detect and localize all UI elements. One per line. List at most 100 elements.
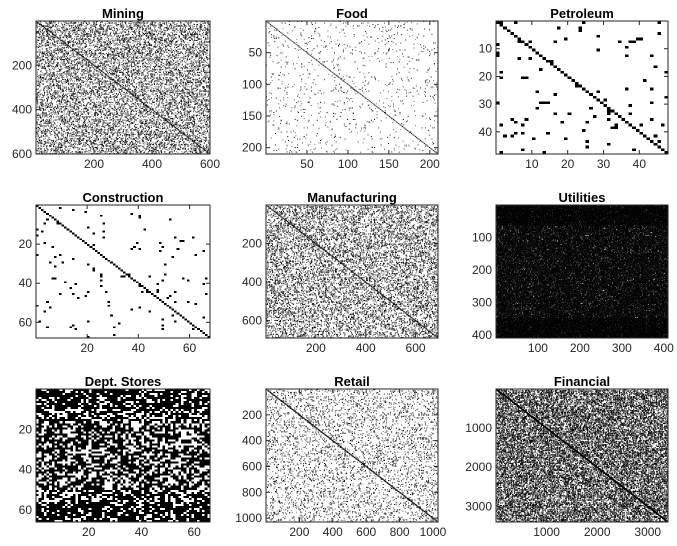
y-tick-label: 400	[242, 275, 262, 289]
y-tick-label: 20	[19, 237, 33, 251]
x-tick-label: 60	[188, 525, 202, 539]
x-tick-label: 200	[570, 341, 590, 355]
axes-box	[495, 20, 669, 155]
subplot-dept-stores: Dept. Stores 20 40 60 20 40 60	[19, 374, 211, 539]
x-tick-label: 600	[406, 341, 426, 355]
x-tick-label: 150	[379, 157, 399, 171]
x-tick-label: 50	[300, 157, 314, 171]
x-tick-label: 40	[132, 341, 146, 355]
x-tick-label: 3000	[634, 525, 661, 539]
y-tick-label: 100	[472, 230, 492, 244]
axes-box	[265, 204, 439, 339]
subplot-mining: Mining 200 400 600 200 400 600	[12, 6, 220, 171]
subplot-title: Utilities	[559, 190, 606, 205]
x-tick-label: 40	[135, 525, 149, 539]
y-tick-label: 50	[249, 46, 263, 60]
x-tick-label: 30	[597, 157, 611, 171]
y-tick-label: 800	[242, 485, 262, 499]
sparsity-pattern	[496, 205, 668, 338]
y-tick-label: 600	[12, 147, 32, 161]
subplot-title: Construction	[83, 190, 164, 205]
subplot-title: Financial	[554, 374, 610, 389]
x-tick-label: 600	[200, 157, 220, 171]
y-tick-label: 400	[12, 103, 32, 117]
y-tick-label: 200	[242, 408, 262, 422]
y-tick-label: 10	[479, 42, 493, 56]
x-tick-label: 2000	[584, 525, 611, 539]
sparsity-pattern	[36, 205, 210, 338]
axes-box	[495, 204, 669, 339]
x-tick-label: 200	[420, 157, 440, 171]
subplot-title: Petroleum	[550, 6, 614, 21]
axes-box	[35, 388, 211, 523]
subplot-title: Manufacturing	[307, 190, 397, 205]
axes-box	[35, 204, 211, 339]
subplot-petroleum: Petroleum 10 20 30 40 10 20 30 40	[479, 6, 669, 171]
x-tick-label: 60	[183, 341, 197, 355]
axes-box	[265, 388, 439, 523]
x-tick-label: 40	[633, 157, 647, 171]
axes-box	[265, 20, 439, 155]
sparsity-pattern	[266, 205, 438, 338]
y-tick-label: 600	[242, 314, 262, 328]
y-tick-label: 2000	[465, 460, 492, 474]
sparsity-pattern	[36, 389, 210, 522]
subplot-title: Food	[336, 6, 368, 21]
sparsity-pattern	[266, 389, 438, 522]
x-tick-label: 300	[612, 341, 632, 355]
subplot-utilities: Utilities 100 200 300 400 100 200 300 400	[472, 190, 674, 355]
x-tick-label: 100	[528, 341, 548, 355]
x-tick-label: 1000	[420, 525, 447, 539]
x-tick-label: 800	[390, 525, 410, 539]
y-tick-label: 400	[242, 434, 262, 448]
y-tick-label: 40	[19, 276, 33, 290]
y-tick-label: 300	[472, 295, 492, 309]
subplot-retail: Retail 200 400 600 800 1000 200 400 600 800 1000	[235, 374, 446, 539]
y-tick-label: 150	[242, 109, 262, 123]
y-tick-label: 200	[242, 237, 262, 251]
axes-box	[495, 388, 669, 523]
x-tick-label: 600	[356, 525, 376, 539]
x-tick-label: 400	[323, 525, 343, 539]
y-tick-label: 40	[19, 463, 33, 477]
subplot-food: Food 50 100 150 200 50 100 150 200	[242, 6, 440, 171]
subplot-title: Mining	[102, 6, 144, 21]
subplot-construction: Construction 20 40 60 20 40 60	[19, 190, 211, 355]
x-tick-label: 400	[142, 157, 162, 171]
x-tick-label: 20	[82, 525, 96, 539]
x-tick-label: 400	[356, 341, 376, 355]
x-tick-label: 1000	[533, 525, 560, 539]
subplot-title: Retail	[334, 374, 369, 389]
subplot-manufacturing: Manufacturing 200 400 600 200 400 600	[242, 190, 439, 355]
y-tick-label: 1000	[235, 511, 262, 525]
x-tick-label: 400	[654, 341, 674, 355]
y-tick-label: 20	[479, 69, 493, 83]
x-tick-label: 100	[338, 157, 358, 171]
y-tick-label: 100	[242, 77, 262, 91]
y-tick-label: 3000	[465, 499, 492, 513]
sparsity-pattern	[496, 389, 668, 522]
x-tick-label: 10	[525, 157, 539, 171]
x-tick-label: 20	[80, 341, 94, 355]
y-tick-label: 30	[479, 97, 493, 111]
y-tick-label: 60	[19, 315, 33, 329]
y-tick-label: 600	[242, 459, 262, 473]
sparsity-pattern	[496, 21, 668, 154]
y-tick-label: 60	[19, 503, 33, 517]
sparsity-pattern	[36, 21, 210, 154]
y-tick-label: 400	[472, 328, 492, 342]
x-tick-label: 200	[289, 525, 309, 539]
y-tick-label: 1000	[465, 421, 492, 435]
x-tick-label: 200	[306, 341, 326, 355]
subplot-financial: Financial 1000 2000 3000 1000 2000 3000	[465, 374, 669, 539]
y-tick-label: 20	[19, 422, 33, 436]
y-tick-label: 40	[479, 125, 493, 139]
subplot-title: Dept. Stores	[85, 374, 162, 389]
axes-box	[35, 20, 211, 155]
sparsity-pattern	[266, 21, 438, 154]
x-tick-label: 20	[561, 157, 575, 171]
y-tick-label: 200	[242, 141, 262, 155]
y-tick-label: 200	[12, 58, 32, 72]
y-tick-label: 200	[472, 263, 492, 277]
